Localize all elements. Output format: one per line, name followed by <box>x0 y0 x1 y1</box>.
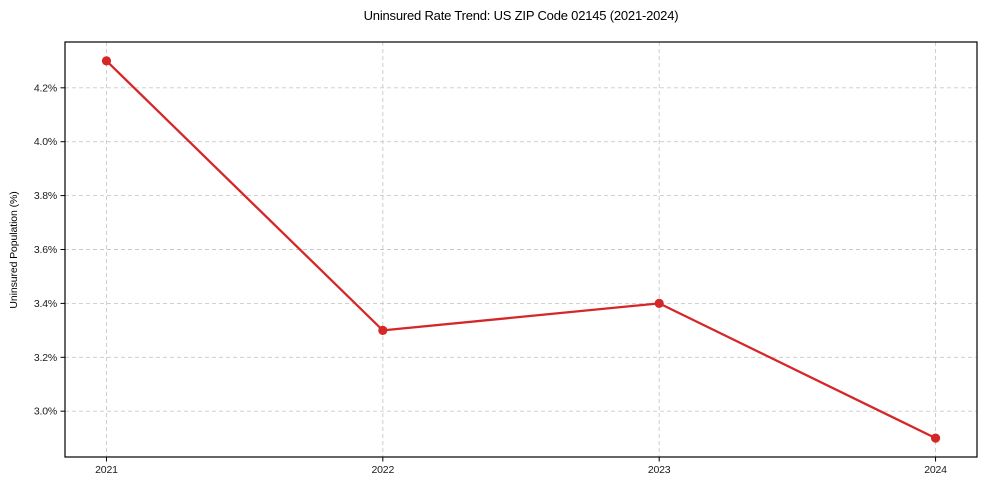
y-tick-label: 4.0% <box>34 136 57 148</box>
y-tick-label: 4.2% <box>34 82 57 94</box>
data-point <box>930 433 941 443</box>
x-tick-label: 2021 <box>95 464 118 476</box>
data-point <box>654 298 664 308</box>
y-tick-label: 3.0% <box>34 406 57 418</box>
chart-title: Uninsured Rate Trend: US ZIP Code 02145 … <box>363 8 679 23</box>
axis-ticks <box>60 87 937 462</box>
y-tick-label: 3.4% <box>34 298 57 310</box>
tick-labels: 3.0% 3.2% 3.4% 3.6% 3.8% 4.0% 4.2% 2021 2022 2023… <box>34 82 948 476</box>
data-point <box>101 56 112 66</box>
data-point <box>378 325 388 335</box>
x-tick-label: 2024 <box>924 464 947 476</box>
x-tick-label: 2022 <box>372 464 395 476</box>
y-tick-label: 3.8% <box>34 190 57 202</box>
trend-line <box>105 59 937 440</box>
y-tick-label: 3.6% <box>34 244 57 256</box>
line-series <box>101 56 941 443</box>
x-tick-label: 2023 <box>648 464 671 476</box>
y-tick-label: 3.2% <box>34 352 57 364</box>
gridlines <box>65 42 977 457</box>
